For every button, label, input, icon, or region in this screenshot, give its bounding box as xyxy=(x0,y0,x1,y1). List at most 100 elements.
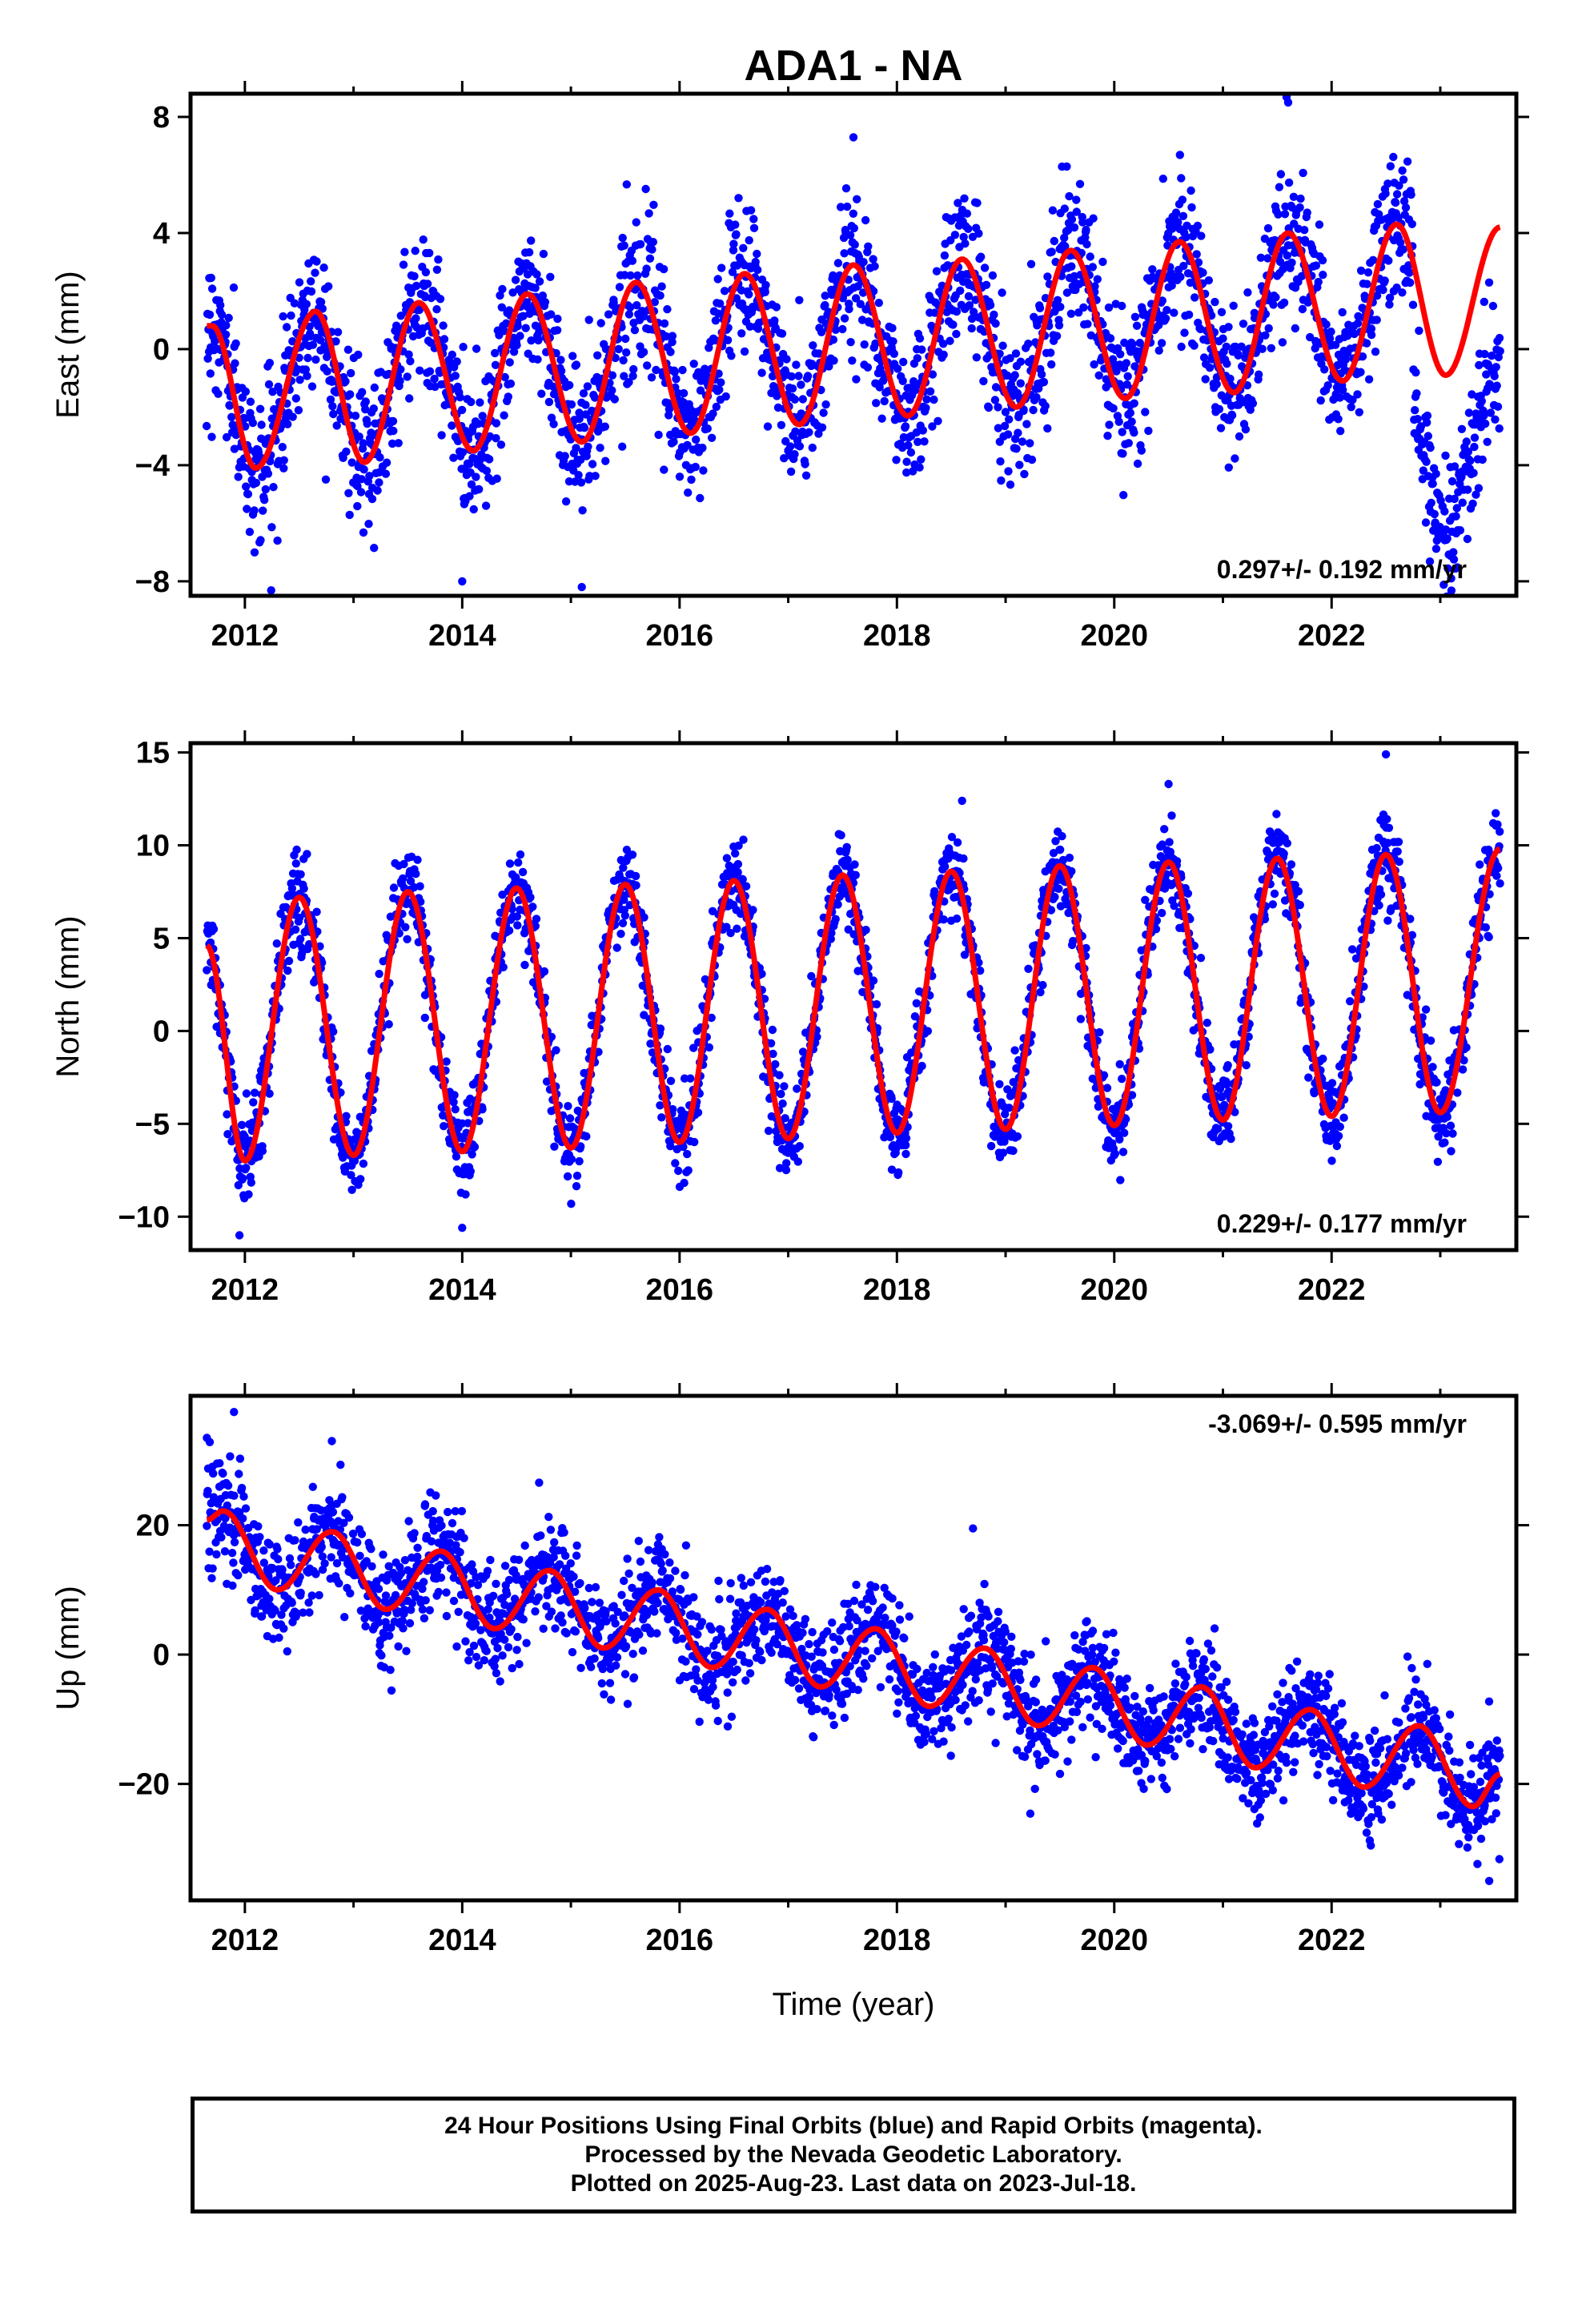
data-point xyxy=(342,447,351,456)
data-point xyxy=(757,368,766,377)
data-point xyxy=(1339,385,1347,395)
data-point xyxy=(1126,408,1135,417)
data-point xyxy=(1158,175,1168,183)
data-point xyxy=(1083,320,1092,328)
data-point xyxy=(1395,181,1403,190)
data-point xyxy=(211,337,219,346)
data-point xyxy=(668,337,677,347)
data-point xyxy=(1464,447,1473,456)
data-point xyxy=(1036,987,1045,997)
data-point xyxy=(332,421,341,430)
data-point xyxy=(1141,408,1150,416)
data-point xyxy=(1118,301,1126,311)
data-point xyxy=(244,1190,253,1199)
data-point xyxy=(899,357,908,367)
data-point xyxy=(321,475,331,484)
data-point xyxy=(604,310,613,319)
data-point xyxy=(1457,424,1467,433)
data-point xyxy=(1058,855,1068,865)
data-point xyxy=(1137,446,1146,455)
data-point xyxy=(509,348,519,356)
data-point xyxy=(437,431,446,440)
data-point xyxy=(848,356,857,365)
data-point xyxy=(1407,219,1417,228)
data-point xyxy=(1447,586,1456,595)
data-point xyxy=(1043,272,1052,281)
data-point xyxy=(940,251,950,260)
data-point xyxy=(1120,338,1129,348)
data-point xyxy=(939,340,948,348)
data-point xyxy=(350,1156,359,1165)
data-point xyxy=(526,893,535,902)
data-point xyxy=(1078,218,1087,227)
data-point xyxy=(921,404,930,412)
data-point xyxy=(786,442,795,451)
data-point xyxy=(1130,362,1139,371)
data-point xyxy=(571,477,580,486)
data-point xyxy=(329,1027,338,1036)
data-point xyxy=(851,294,861,303)
data-point xyxy=(798,395,807,404)
data-point xyxy=(915,334,925,343)
data-point xyxy=(692,435,701,444)
data-point xyxy=(1128,340,1137,348)
data-point xyxy=(652,365,661,375)
data-point xyxy=(628,372,637,380)
data-point xyxy=(831,915,840,923)
data-point xyxy=(860,340,869,349)
data-point xyxy=(457,405,467,415)
data-point xyxy=(439,321,448,330)
data-point xyxy=(261,485,270,494)
data-point xyxy=(1006,354,1014,363)
data-point xyxy=(622,180,631,189)
data-point xyxy=(1391,198,1400,207)
data-point xyxy=(976,966,985,975)
data-point xyxy=(357,475,366,484)
data-point xyxy=(1411,406,1419,415)
data-point xyxy=(576,1142,585,1151)
data-point xyxy=(396,312,405,320)
data-point xyxy=(223,1110,231,1119)
data-point xyxy=(1010,1046,1019,1055)
data-point xyxy=(953,838,962,847)
data-point xyxy=(912,999,921,1008)
data-point xyxy=(295,278,304,287)
data-point xyxy=(648,238,657,247)
data-point xyxy=(1054,884,1063,894)
data-point xyxy=(359,439,367,448)
data-point xyxy=(363,419,371,428)
data-point xyxy=(516,332,524,340)
data-point xyxy=(998,1148,1008,1157)
data-point xyxy=(1381,189,1390,198)
data-point xyxy=(1355,408,1364,416)
data-point xyxy=(1235,432,1244,441)
data-point xyxy=(265,1089,274,1098)
data-point xyxy=(996,457,1005,466)
data-point xyxy=(246,397,255,406)
data-point xyxy=(894,1168,903,1177)
data-point xyxy=(1423,432,1433,440)
data-point xyxy=(950,231,960,239)
data-point xyxy=(593,351,602,360)
data-point xyxy=(1095,1027,1104,1037)
data-point xyxy=(242,1164,251,1172)
data-point xyxy=(216,300,225,310)
data-point xyxy=(432,265,442,274)
data-point xyxy=(1371,348,1380,356)
data-point xyxy=(319,263,328,272)
data-point xyxy=(478,1105,487,1114)
data-point xyxy=(1075,179,1085,188)
data-point xyxy=(1167,811,1176,820)
data-point xyxy=(1056,845,1065,854)
data-point xyxy=(775,1071,784,1080)
data-point xyxy=(686,1074,695,1083)
data-point xyxy=(1470,442,1479,452)
data-point xyxy=(533,355,542,364)
data-point xyxy=(207,284,217,293)
data-point xyxy=(1295,203,1304,212)
data-point xyxy=(575,414,584,424)
data-point xyxy=(1468,499,1477,509)
data-point xyxy=(771,1059,780,1069)
data-point xyxy=(728,267,737,276)
